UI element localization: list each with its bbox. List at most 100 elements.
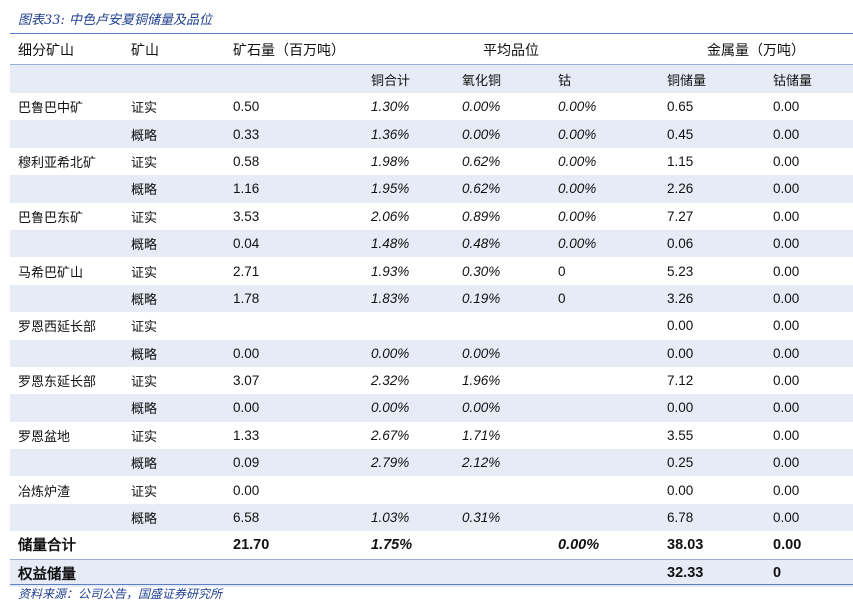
ore-cell: 0.58 [233,153,260,169]
oxide-grade-cell: 0.00% [462,99,501,115]
header-co: 钴 [550,64,660,93]
equity-cu-reserve: 32.33 [659,558,766,588]
ore-cell: 0.04 [225,229,363,258]
co-grade-cell: 0 [558,263,566,279]
cu-grade-cell: 1.98% [371,153,410,169]
cu-reserve-cell: 3.55 [667,427,694,443]
total-label: 储量合计 [18,537,76,555]
classification-cell: 概略 [123,339,225,367]
table-row: 概略 0.09 2.79% 2.12% 0.25 0.00 [10,449,853,477]
total-co-reserve: 0.00 [773,536,802,553]
empty-cell [363,558,454,588]
classification-cell: 证实 [131,155,158,171]
cu-reserve-cell: 7.27 [667,208,694,224]
cu-reserve-cell: 1.15 [667,153,694,169]
co-grade-cell [550,394,660,422]
co-grade-cell: 0.00% [558,208,597,224]
cu-reserve-cell: 5.23 [667,263,694,279]
ore-cell: 0.00 [225,339,363,367]
cu-reserve-cell: 2.26 [659,175,766,203]
mine-area-cell [10,229,123,258]
mine-area-cell: 罗恩东延长部 [18,375,97,391]
co-reserve-cell: 0.00 [773,263,800,279]
co-grade-cell: 0.00% [550,175,660,203]
co-reserve-cell: 0.00 [765,175,853,203]
oxide-grade-cell: 1.96% [462,373,501,389]
oxide-grade-cell: 0.00% [454,120,550,148]
mine-area-cell: 罗恩西延长部 [18,320,97,336]
table-row: 概略 1.78 1.83% 0.19% 0 3.26 0.00 [10,284,853,313]
table-row: 马希巴矿山 证实 2.71 1.93% 0.30% 0 5.23 0.00 [10,257,853,284]
co-reserve-cell: 0.00 [765,229,853,258]
mine-area-cell [10,394,123,422]
oxide-grade-cell [454,312,550,339]
total-row: 储量合计 21.70 1.75% 0.00% 38.03 0.00 [10,531,853,559]
classification-cell: 证实 [131,210,158,226]
empty-cell [550,558,660,588]
cu-reserve-cell: 7.12 [667,373,694,389]
oxide-grade-cell: 0.19% [454,284,550,313]
ore-cell: 1.16 [225,175,363,203]
classification-cell: 概略 [123,503,225,532]
ore-cell: 0.50 [233,99,260,115]
ore-cell: 0.09 [225,449,363,477]
equity-row: 权益储量 32.33 0 [10,558,853,588]
header-metal: 金属量（万吨） [707,42,806,59]
co-reserve-cell: 0.00 [773,318,800,334]
co-grade-cell: 0.00% [550,229,660,258]
co-reserve-cell: 0.00 [773,482,800,498]
co-reserve-cell: 0.00 [765,339,853,367]
cu-grade-cell: 2.32% [371,373,410,389]
header-row-main: 细分矿山 矿山 矿石量（百万吨） 平均品位 金属量（万吨） [10,35,853,65]
ore-cell: 1.33 [233,427,260,443]
header-grade: 平均品位 [483,42,540,59]
co-grade-cell [550,476,659,503]
total-cu-reserve: 38.03 [667,536,704,553]
cu-grade-cell: 1.95% [363,175,454,203]
cu-reserve-cell: 0.00 [659,394,766,422]
header-ore: 矿石量（百万吨） [233,42,345,59]
co-reserve-cell: 0.00 [765,284,853,313]
ore-cell: 1.78 [225,284,363,313]
reserves-table: 细分矿山 矿山 矿石量（百万吨） 平均品位 金属量（万吨） 铜合计 氧化铜 钴 … [10,35,853,588]
ore-cell: 0.33 [225,120,363,148]
co-grade-cell [550,449,660,477]
header-mine-area: 细分矿山 [18,42,74,59]
cu-grade-cell: 2.67% [371,427,410,443]
empty-cell [454,558,550,588]
mine-area-cell [10,339,123,367]
oxide-grade-cell: 0.62% [462,153,501,169]
bottom-rule [10,584,853,585]
ore-cell: 0.00 [233,482,260,498]
cu-grade-cell: 1.48% [363,229,454,258]
cu-grade-cell: 2.06% [371,208,410,224]
oxide-grade-cell: 0.30% [462,263,501,279]
table-row: 概略 0.00 0.00% 0.00% 0.00 0.00 [10,394,853,422]
cu-grade-cell: 2.79% [363,449,454,477]
co-reserve-cell: 0.00 [765,394,853,422]
oxide-grade-cell [454,476,550,503]
cu-reserve-cell: 0.00 [667,482,694,498]
cu-grade-cell: 1.30% [371,99,410,115]
co-reserve-cell: 0.00 [773,208,800,224]
top-rule [10,33,853,34]
co-grade-cell [550,339,660,367]
mine-area-cell [10,449,123,477]
oxide-grade-cell: 1.71% [462,427,501,443]
table-row: 穆利亚希北矿 证实 0.58 1.98% 0.62% 0.00% 1.15 0.00 [10,148,853,175]
classification-cell: 概略 [123,175,225,203]
oxide-grade-cell: 0.48% [454,229,550,258]
cu-grade-cell: 1.83% [363,284,454,313]
cu-reserve-cell: 0.65 [667,99,694,115]
mine-area-cell: 穆利亚希北矿 [18,155,97,171]
classification-cell: 概略 [123,394,225,422]
oxide-grade-cell: 0.89% [462,208,501,224]
table-row: 罗恩盆地 证实 1.33 2.67% 1.71% 3.55 0.00 [10,422,853,449]
ore-cell [225,312,363,339]
table-row: 巴鲁巴东矿 证实 3.53 2.06% 0.89% 0.00% 7.27 0.00 [10,203,853,230]
equity-label: 权益储量 [10,558,123,588]
cu-reserve-cell: 0.00 [667,318,694,334]
cu-grade-cell: 1.36% [363,120,454,148]
total-co-grade: 0.00% [558,536,600,553]
header-mine: 矿山 [131,42,159,59]
